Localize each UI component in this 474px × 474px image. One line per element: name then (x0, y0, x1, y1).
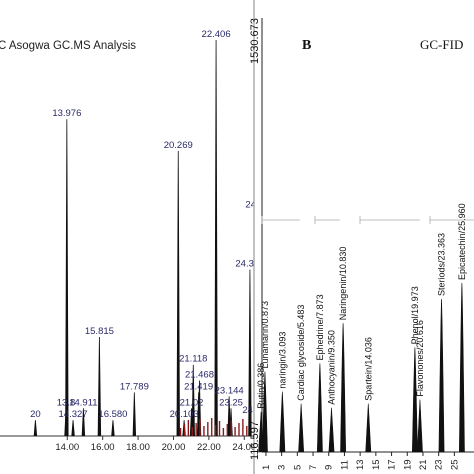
gcms-peak-label: 14.327 (59, 409, 88, 420)
gcms-peak (214, 39, 218, 437)
gcms-peak-label: 21.02 (180, 397, 204, 408)
gcms-peak-label: 23.144 (215, 385, 244, 396)
gcms-peak-label: 13.8 (57, 397, 76, 408)
gcms-peak (65, 119, 69, 437)
gcms-peak (71, 420, 75, 437)
gcms-peak-label: 14.911 (69, 397, 97, 408)
gcms-peak (97, 336, 102, 437)
gcms-peak-label: 20.103 (170, 409, 199, 420)
gcms-peak-label: 23.25 (219, 397, 243, 408)
gcms-peak (33, 420, 38, 437)
gcms-peak-label: 24.712 (242, 405, 271, 416)
gcms-x-tick-label: 20.00 (162, 442, 186, 453)
gcms-peak-label: 17.789 (120, 381, 149, 392)
gcms-peak-label: 21.118 (179, 354, 207, 365)
gcms-peak (81, 408, 86, 437)
gcms-peak (191, 364, 195, 437)
gcms-peak (248, 269, 252, 437)
gcms-x-tick-label: 14.00 (55, 442, 79, 453)
gcms-peak-label: 24.882 (245, 199, 274, 210)
gcms-peak-label: 20.269 (164, 140, 193, 151)
gcms-x-tick-label: 22.00 (197, 442, 221, 453)
gcms-x-tick-label: 16.00 (91, 442, 115, 453)
gcms-peak-label: 21.468 (185, 370, 214, 381)
gcms-peak (111, 420, 115, 437)
gcms-peak (132, 392, 137, 437)
gcms-peak-label: 15.815 (85, 326, 114, 337)
gcms-peak-label: 13.976 (52, 108, 81, 119)
gcms-title: C Asogwa GC.MS Analysis (0, 40, 136, 52)
gcms-peak-label: 20 (30, 409, 41, 420)
gcms-peak (258, 210, 262, 437)
gcms-peak-label: 16.580 (98, 409, 127, 420)
gcms-peak (176, 150, 180, 437)
gcms-x-tick-label: 18.00 (126, 442, 150, 453)
gcms-x-tick-label: 24.00 (232, 442, 256, 453)
gcms-peak-label: 22.406 (202, 29, 231, 40)
gcms-peak-label: 21.419 (184, 381, 213, 392)
gcms-peak-label: 24.318 (235, 259, 264, 270)
gcms-peak (255, 416, 259, 437)
